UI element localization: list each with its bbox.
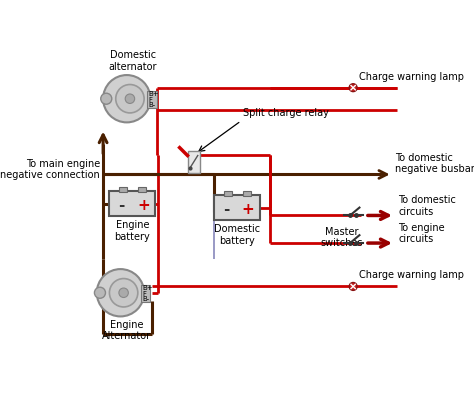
Bar <box>141 285 150 302</box>
Text: To domestic
negative busbar: To domestic negative busbar <box>395 152 474 174</box>
Circle shape <box>349 84 357 92</box>
Text: To domestic
circuits: To domestic circuits <box>398 195 456 217</box>
Circle shape <box>94 287 106 298</box>
Circle shape <box>349 283 357 290</box>
Text: F: F <box>149 96 153 102</box>
Circle shape <box>101 93 112 104</box>
Text: B+: B+ <box>149 91 159 97</box>
Bar <box>147 91 157 108</box>
Text: -: - <box>118 198 125 213</box>
Text: Charge warning lamp: Charge warning lamp <box>359 71 465 82</box>
Text: Charge warning lamp: Charge warning lamp <box>359 270 465 280</box>
Bar <box>138 187 146 192</box>
Text: To engine
circuits: To engine circuits <box>398 223 445 245</box>
Circle shape <box>125 94 135 104</box>
Bar <box>188 151 200 173</box>
Circle shape <box>119 288 128 297</box>
Text: -: - <box>223 202 229 217</box>
Bar <box>119 187 127 192</box>
Text: Engine
battery: Engine battery <box>114 220 150 242</box>
Circle shape <box>116 85 144 113</box>
Text: B+: B+ <box>143 285 153 291</box>
Circle shape <box>103 75 150 122</box>
Bar <box>243 191 251 196</box>
Text: Master
switches: Master switches <box>320 227 363 248</box>
Text: +: + <box>137 198 150 213</box>
Text: Engine
Alternator: Engine Alternator <box>102 320 151 341</box>
Text: +: + <box>242 202 255 217</box>
Circle shape <box>109 279 138 307</box>
Text: Domestic
battery: Domestic battery <box>214 224 260 246</box>
Text: B-: B- <box>149 102 156 108</box>
Text: B-: B- <box>143 296 150 302</box>
Text: Split charge relay: Split charge relay <box>243 108 328 118</box>
Text: To main engine
negative connection: To main engine negative connection <box>0 159 100 180</box>
Bar <box>224 191 232 196</box>
Bar <box>214 195 260 220</box>
Text: Domestic
alternator: Domestic alternator <box>109 50 157 72</box>
Circle shape <box>97 269 144 316</box>
Bar <box>109 191 155 216</box>
Text: F: F <box>143 291 146 297</box>
